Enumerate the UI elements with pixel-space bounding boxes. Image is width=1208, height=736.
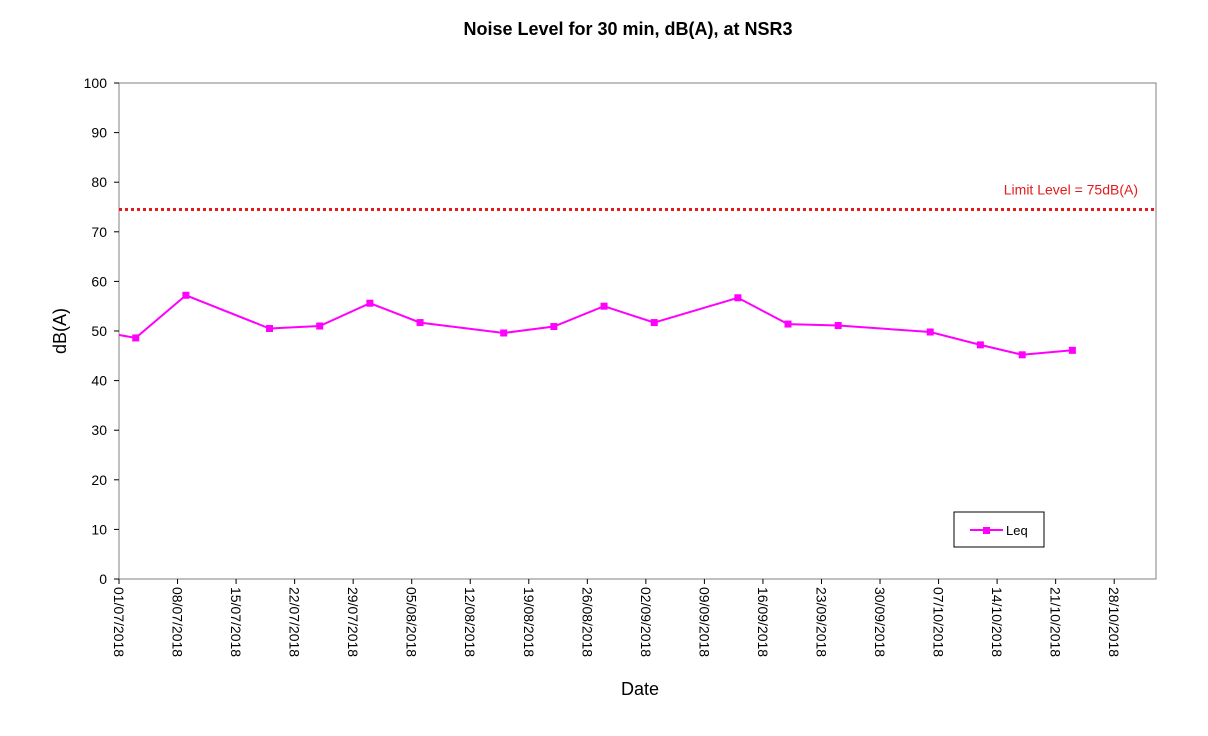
y-tick-label: 10 <box>91 521 107 537</box>
limit-label: Limit Level = 75dB(A) <box>1004 181 1138 197</box>
data-point <box>926 328 934 336</box>
data-point <box>600 302 608 310</box>
y-tick-label: 20 <box>91 472 107 488</box>
x-tick-label: 28/10/2018 <box>1106 587 1122 657</box>
y-axis-label: dB(A) <box>50 308 70 354</box>
x-tick-label: 22/07/2018 <box>287 587 303 657</box>
data-point <box>976 341 984 349</box>
legend-label: Leq <box>1006 523 1028 538</box>
data-point <box>650 319 658 327</box>
data-point <box>266 325 274 333</box>
data-point <box>784 320 792 328</box>
x-tick-label: 16/09/2018 <box>755 587 771 657</box>
x-tick-label: 19/08/2018 <box>521 587 537 657</box>
x-axis-label: Date <box>621 679 659 699</box>
series-layer <box>118 291 1076 359</box>
data-point <box>1068 346 1076 354</box>
x-tick-label: 29/07/2018 <box>345 587 361 657</box>
y-tick-label: 90 <box>91 125 107 141</box>
x-tick-label: 21/10/2018 <box>1048 587 1064 657</box>
data-point <box>366 299 374 307</box>
x-tick-label: 02/09/2018 <box>638 587 654 657</box>
x-tick-label: 12/08/2018 <box>462 587 478 657</box>
x-tick-label: 07/10/2018 <box>931 587 947 657</box>
x-tick-label: 30/09/2018 <box>872 587 888 657</box>
data-point <box>416 319 424 327</box>
y-tick-label: 80 <box>91 174 107 190</box>
data-point <box>500 329 508 337</box>
series-line-leq <box>118 294 1073 356</box>
x-tick-label: 05/08/2018 <box>404 587 420 657</box>
legend: Leq <box>953 511 1045 548</box>
plot-area <box>118 82 1157 580</box>
y-tick-label: 50 <box>91 323 107 339</box>
x-tick-label: 26/08/2018 <box>579 587 595 657</box>
y-tick-label: 70 <box>91 224 107 240</box>
x-tick-label: 09/09/2018 <box>696 587 712 657</box>
chart-title: Noise Level for 30 min, dB(A), at NSR3 <box>463 19 792 39</box>
x-tick-label: 01/07/2018 <box>111 587 127 657</box>
x-tick-label: 15/07/2018 <box>228 587 244 657</box>
y-tick-label: 0 <box>99 571 107 587</box>
x-axis: 01/07/2018 08/07/2018 15/07/2018 22/07/2018… <box>111 579 1122 657</box>
x-tick-label: 23/09/2018 <box>813 587 829 657</box>
y-tick-label: 40 <box>91 373 107 389</box>
data-point <box>132 334 140 342</box>
data-point <box>1018 351 1026 359</box>
y-axis: 0 10 20 30 40 50 60 70 80 90 100 <box>84 75 119 587</box>
y-tick-label: 30 <box>91 422 107 438</box>
y-tick-label: 60 <box>91 273 107 289</box>
y-tick-label: 100 <box>84 75 108 91</box>
data-point <box>834 322 842 330</box>
x-tick-label: 08/07/2018 <box>170 587 186 657</box>
data-point <box>316 322 324 330</box>
data-point <box>182 291 190 299</box>
x-tick-label: 14/10/2018 <box>989 587 1005 657</box>
legend-marker <box>983 527 990 534</box>
data-point <box>734 294 742 302</box>
data-point <box>550 323 558 331</box>
